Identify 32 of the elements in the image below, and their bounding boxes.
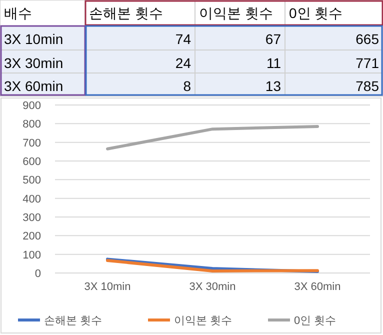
y-tick-label: 600 [22, 156, 41, 168]
text: 3X 10min [4, 31, 64, 47]
y-tick-label: 300 [22, 212, 41, 224]
legend-label: 이익본 횟수 [174, 315, 232, 327]
text: 0인 횟수 [289, 5, 343, 21]
text: 3X 60min [4, 78, 64, 94]
y-tick-label: 800 [22, 118, 41, 131]
text: 손해본 횟수 [89, 5, 163, 21]
legend-label: 0인 횟수 [294, 315, 336, 327]
text: 67 [265, 31, 282, 47]
text: 771 [356, 55, 380, 71]
x-tick-label: 3X 60min [294, 281, 341, 293]
x-tick-label: 3X 10min [84, 281, 131, 293]
text: 8 [183, 78, 192, 94]
x-tick-label: 3X 30min [189, 281, 236, 293]
y-tick-label: 0 [34, 268, 41, 280]
legend-label: 손해본 횟수 [44, 315, 102, 327]
text: 13 [265, 78, 282, 94]
y-tick-label: 200 [22, 230, 41, 243]
text: 74 [175, 31, 192, 47]
text: 배수 [4, 5, 32, 21]
text: 785 [356, 78, 380, 94]
text: 3X 30min [4, 55, 64, 71]
y-tick-label: 100 [22, 249, 41, 262]
y-tick-label: 400 [22, 193, 41, 206]
text: 665 [356, 31, 380, 47]
y-tick-label: 500 [22, 174, 41, 187]
text: 11 [266, 55, 282, 71]
y-tick-label: 700 [22, 137, 41, 150]
text: 24 [175, 55, 192, 71]
text: 이익본 횟수 [199, 5, 273, 21]
y-tick-label: 900 [22, 100, 41, 112]
